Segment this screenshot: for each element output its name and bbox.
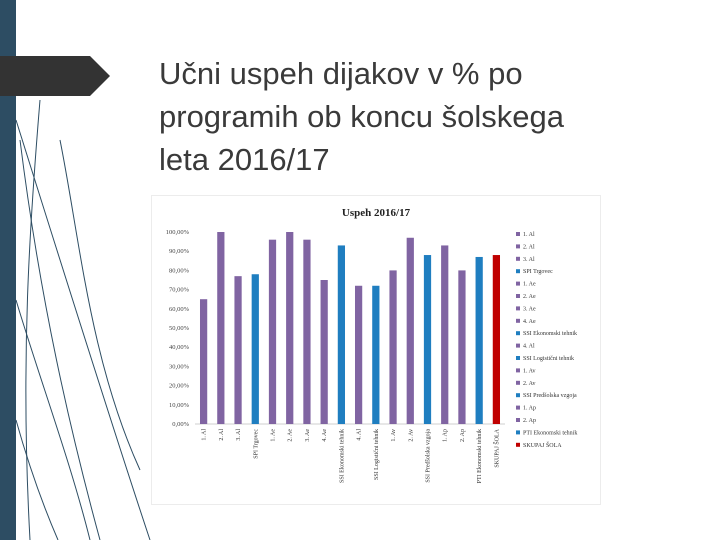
y-tick-label: 10,00% xyxy=(169,402,190,409)
y-tick-label: 30,00% xyxy=(169,363,190,370)
bar xyxy=(458,270,466,424)
legend-label: SKUPAJ ŠOLA xyxy=(523,441,562,449)
x-tick-label: PTI Ekonomski tehnik xyxy=(477,429,483,483)
legend-swatch xyxy=(516,405,520,410)
legend-swatch xyxy=(516,306,520,311)
bar xyxy=(199,299,208,424)
legend-swatch xyxy=(516,331,520,336)
x-tick-label: 1. Al xyxy=(202,429,208,441)
legend-swatch xyxy=(516,318,520,323)
legend-swatch xyxy=(516,294,520,298)
legend-label: 2. Av xyxy=(523,381,536,387)
bar-chart: Uspeh 2016/17 0,00% 10,00% 20,00% 30,00% 40,… xyxy=(166,207,578,483)
legend-swatch xyxy=(516,269,520,274)
y-tick-label: 80,00% xyxy=(169,267,190,274)
x-tick-label: SKUPAJ ŠOLA xyxy=(492,428,500,467)
x-tick-label: SSI Predšolska vzgoja xyxy=(426,429,432,483)
y-tick-label: 100,00% xyxy=(166,229,190,236)
legend-swatch xyxy=(516,256,520,261)
x-tick-label: 4. Al xyxy=(357,429,363,441)
bar xyxy=(354,285,363,424)
decorative-lines xyxy=(15,99,151,540)
y-tick-label: 50,00% xyxy=(169,325,190,332)
legend-label: 1. Al xyxy=(523,232,535,238)
y-tick-label: 20,00% xyxy=(169,383,190,390)
bar xyxy=(441,245,449,424)
x-tick-label: 1. Ae xyxy=(271,429,277,442)
legend-swatch xyxy=(516,442,520,447)
legend-label: SPI Trgovec xyxy=(523,269,553,275)
y-tick-label: 40,00% xyxy=(169,344,190,351)
x-tick-label: SSI Logistični tehnik xyxy=(374,429,380,480)
legend-label: 1. Ap xyxy=(523,406,536,412)
title-arrow-shape xyxy=(0,56,110,96)
chart-container: Uspeh 2016/17 0,00% 10,00% 20,00% 30,00% 40,… xyxy=(152,196,600,504)
x-tick-label: 4. Ae xyxy=(322,429,328,442)
slide-title: Učni uspeh dijakov v % po programih ob k… xyxy=(159,52,679,181)
x-tick-label: 2. Al xyxy=(219,429,225,441)
bar xyxy=(475,256,483,424)
legend-swatch xyxy=(516,393,520,398)
y-tick-label: 70,00% xyxy=(169,287,190,294)
x-tick-label: 2. Ap xyxy=(460,429,466,442)
x-tick-label: 3. Al xyxy=(236,429,242,441)
title-line-3: leta 2016/17 xyxy=(159,142,330,177)
x-tick-label: SSI Ekonomski tehnik xyxy=(339,429,345,483)
legend-label: SSI Logistični tehnik xyxy=(523,356,574,362)
legend-label: SSI Predšolska vzgoja xyxy=(523,393,577,399)
bar xyxy=(492,255,501,424)
bar xyxy=(389,270,397,424)
legend-label: 2. Ap xyxy=(523,418,536,424)
bar xyxy=(320,280,328,424)
legend-swatch xyxy=(516,368,520,373)
legend-swatch xyxy=(516,343,520,348)
bar xyxy=(406,237,414,424)
y-tick-label: 60,00% xyxy=(169,306,190,313)
legend-swatch xyxy=(516,281,520,286)
x-tick-label: 2. Ae xyxy=(288,429,294,442)
legend-swatch xyxy=(516,232,520,236)
sidebar-band xyxy=(0,0,16,540)
legend-label: 3. Ae xyxy=(523,306,536,312)
title-line-1: Učni uspeh dijakov v % po xyxy=(159,56,523,91)
y-tick-label: 90,00% xyxy=(169,248,190,255)
legend-swatch xyxy=(516,418,520,422)
legend-swatch xyxy=(516,380,520,385)
legend-label: SSI Ekonomski tehnik xyxy=(523,331,577,337)
legend-swatch xyxy=(516,430,520,435)
legend-label: 2. Al xyxy=(523,244,535,250)
title-line-2: programih ob koncu šolskega xyxy=(159,99,564,134)
legend-label: 1. Av xyxy=(523,368,536,374)
x-tick-label: 2. Av xyxy=(408,429,414,442)
bar xyxy=(286,232,294,424)
bar xyxy=(423,255,432,424)
bar xyxy=(251,274,259,424)
bar xyxy=(234,276,242,424)
legend-label: 4. Ae xyxy=(523,319,536,325)
chart-title: Uspeh 2016/17 xyxy=(342,207,411,219)
x-tick-label: 1. Av xyxy=(391,429,397,442)
bar xyxy=(268,239,277,424)
legend-swatch xyxy=(516,244,520,249)
legend-label: 4. Al xyxy=(523,344,535,350)
bar xyxy=(303,239,311,424)
x-tick-label: 3. Ae xyxy=(305,429,311,442)
x-tick-label: SPI Trgovec xyxy=(253,429,259,459)
legend-swatch xyxy=(516,356,520,360)
legend-label: PTI Ekonomski tehnik xyxy=(523,430,577,436)
bar xyxy=(372,285,380,424)
legend-label: 3. Al xyxy=(523,257,535,263)
y-tick-label: 0,00% xyxy=(172,421,189,428)
legend-label: 1. Ae xyxy=(523,282,536,288)
bar xyxy=(337,245,346,424)
legend-label: 2. Ae xyxy=(523,294,536,300)
x-tick-label: 1. Ap xyxy=(443,429,449,442)
bar xyxy=(217,232,225,424)
